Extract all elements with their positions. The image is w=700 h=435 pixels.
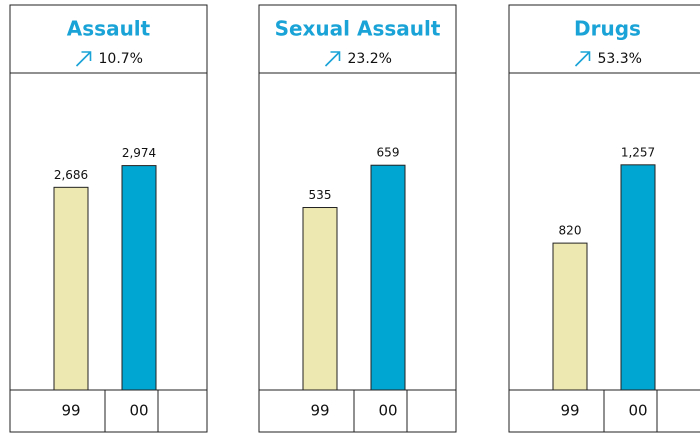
panel-title: Assault	[67, 17, 151, 41]
value-label: 820	[559, 224, 582, 238]
panel-title: Sexual Assault	[275, 17, 441, 41]
bar	[552, 242, 588, 391]
bar	[302, 207, 338, 391]
bar	[121, 165, 157, 391]
x-tick-label: 00	[129, 402, 148, 420]
change-label: 23.2%	[348, 51, 392, 67]
panel-frame	[508, 4, 700, 433]
trend-arrow	[75, 51, 92, 67]
x-tick-label: 00	[378, 402, 397, 420]
x-tick-label: 99	[560, 402, 579, 420]
panel-frame	[258, 4, 457, 433]
bar	[53, 186, 89, 391]
panel-title: Drugs	[574, 17, 641, 41]
x-tick-label: 99	[61, 402, 80, 420]
change-label: 53.3%	[598, 51, 642, 67]
value-label: 535	[309, 188, 332, 202]
value-label: 659	[377, 146, 400, 160]
value-label: 1,257	[621, 145, 655, 159]
x-tick-label: 99	[310, 402, 329, 420]
change-label: 10.7%	[99, 51, 143, 67]
value-label: 2,974	[122, 146, 156, 160]
trend-arrow	[574, 51, 591, 67]
bar	[370, 164, 406, 391]
panel-frame	[9, 4, 208, 433]
trend-arrow	[324, 51, 341, 67]
value-label: 2,686	[54, 168, 88, 182]
bar	[620, 164, 656, 391]
x-tick-label: 00	[628, 402, 647, 420]
